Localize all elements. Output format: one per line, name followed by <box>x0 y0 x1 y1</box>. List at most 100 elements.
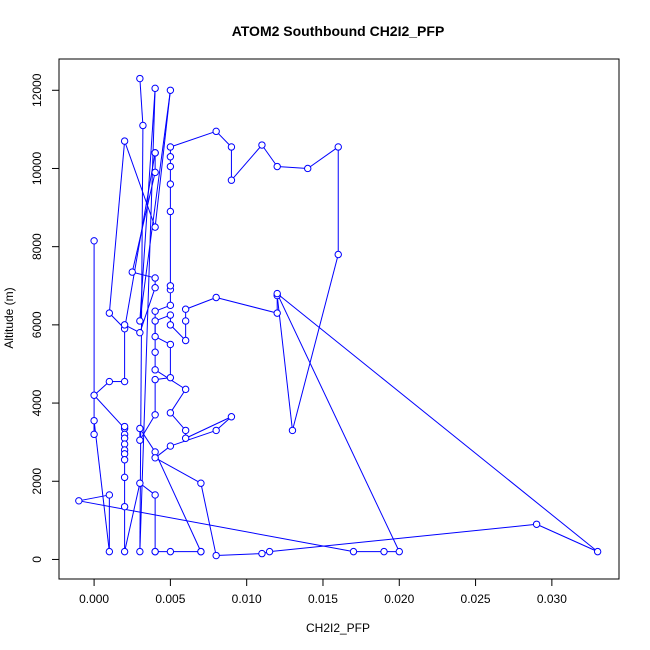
series-segment <box>216 553 262 557</box>
series-segment <box>291 254 339 431</box>
y-axis: 0 2000 4000 6000 8000 10000 12000 <box>30 73 60 563</box>
x-tick-label: 0.000 <box>79 592 109 606</box>
data-point <box>166 442 175 450</box>
data-point <box>136 479 144 487</box>
data-point <box>227 413 236 421</box>
series-segment <box>124 140 156 228</box>
y-axis-label: Altitude (m) <box>2 287 16 348</box>
data-point <box>120 473 129 482</box>
data-point <box>166 86 175 94</box>
data-point <box>181 426 190 435</box>
data-point <box>166 282 175 290</box>
data-point <box>166 143 175 151</box>
data-point <box>166 207 175 216</box>
data-point <box>151 84 159 93</box>
series-segment <box>276 293 400 552</box>
data-point <box>136 424 144 433</box>
data-point <box>90 391 98 399</box>
data-point <box>136 436 144 444</box>
data-point <box>128 268 136 276</box>
series-segment <box>261 144 278 167</box>
data-point <box>304 164 312 173</box>
series-segment <box>154 457 202 484</box>
y-tick-label: 12000 <box>30 73 44 107</box>
data-point <box>197 547 205 556</box>
data-point <box>273 162 281 171</box>
data-point <box>151 307 159 315</box>
data-point <box>380 547 388 556</box>
data-point <box>181 305 190 313</box>
x-axis-label: CH2I2_PFP <box>306 621 370 635</box>
data-point <box>151 274 159 282</box>
data-point <box>151 366 159 374</box>
y-tick-label: 4000 <box>30 389 44 416</box>
series-segment <box>154 451 202 552</box>
data-point <box>227 176 236 184</box>
data-point <box>166 162 175 171</box>
series-segment <box>277 166 308 169</box>
data-point <box>151 332 159 341</box>
x-tick-label: 0.025 <box>461 592 491 606</box>
x-axis: 0.000 0.005 0.010 0.015 0.020 0.025 0.030 <box>79 578 567 606</box>
plot-area <box>75 74 602 560</box>
data-point <box>151 223 159 231</box>
data-point <box>212 551 220 560</box>
series-segment <box>93 394 125 429</box>
data-point <box>197 479 205 487</box>
series-segment <box>108 141 126 314</box>
series-segment <box>185 297 217 310</box>
y-tick-label: 0 <box>30 556 44 563</box>
series-segment <box>231 144 263 181</box>
series-segment <box>93 420 110 552</box>
series-segment <box>170 412 187 431</box>
data-point <box>105 309 114 317</box>
data-point <box>151 317 159 325</box>
data-point <box>120 321 129 329</box>
series-segment <box>139 78 144 126</box>
data-point <box>532 520 541 528</box>
data-point <box>90 430 98 439</box>
x-tick-label: 0.030 <box>537 592 567 606</box>
data-point <box>120 502 129 511</box>
data-point <box>120 547 129 556</box>
data-point <box>258 549 266 558</box>
data-point <box>136 547 144 556</box>
data-point <box>166 180 175 188</box>
series-segment <box>131 172 156 273</box>
y-tick-label: 2000 <box>30 468 44 495</box>
data-point <box>166 547 175 556</box>
data-point <box>181 317 190 325</box>
series-segment <box>78 494 110 502</box>
data-point <box>90 416 98 425</box>
data-point <box>273 289 281 298</box>
series-segment <box>536 523 598 553</box>
data-point <box>593 547 602 556</box>
y-tick-label: 8000 <box>30 233 44 260</box>
data-point <box>151 491 159 499</box>
series-segment <box>276 293 598 553</box>
series-segment <box>154 90 171 228</box>
data-point <box>212 426 220 435</box>
data-point <box>151 547 159 556</box>
data-point <box>395 547 403 556</box>
data-point <box>334 250 342 259</box>
data-point <box>166 301 175 310</box>
data-point <box>181 336 190 345</box>
data-point <box>349 547 358 556</box>
series-segment <box>132 271 156 279</box>
series-segment <box>170 130 217 148</box>
data-point <box>120 377 129 386</box>
series-segment <box>139 414 156 441</box>
data-point <box>120 137 129 145</box>
data-point <box>151 284 159 292</box>
x-tick-label: 0.015 <box>308 592 338 606</box>
data-point <box>181 434 190 442</box>
series-segment <box>269 523 537 553</box>
series-segment <box>124 483 141 552</box>
y-tick-label: 6000 <box>30 311 44 338</box>
data-point <box>151 375 159 384</box>
data-point <box>75 497 83 505</box>
data-point <box>136 317 144 325</box>
data-point <box>166 311 175 319</box>
